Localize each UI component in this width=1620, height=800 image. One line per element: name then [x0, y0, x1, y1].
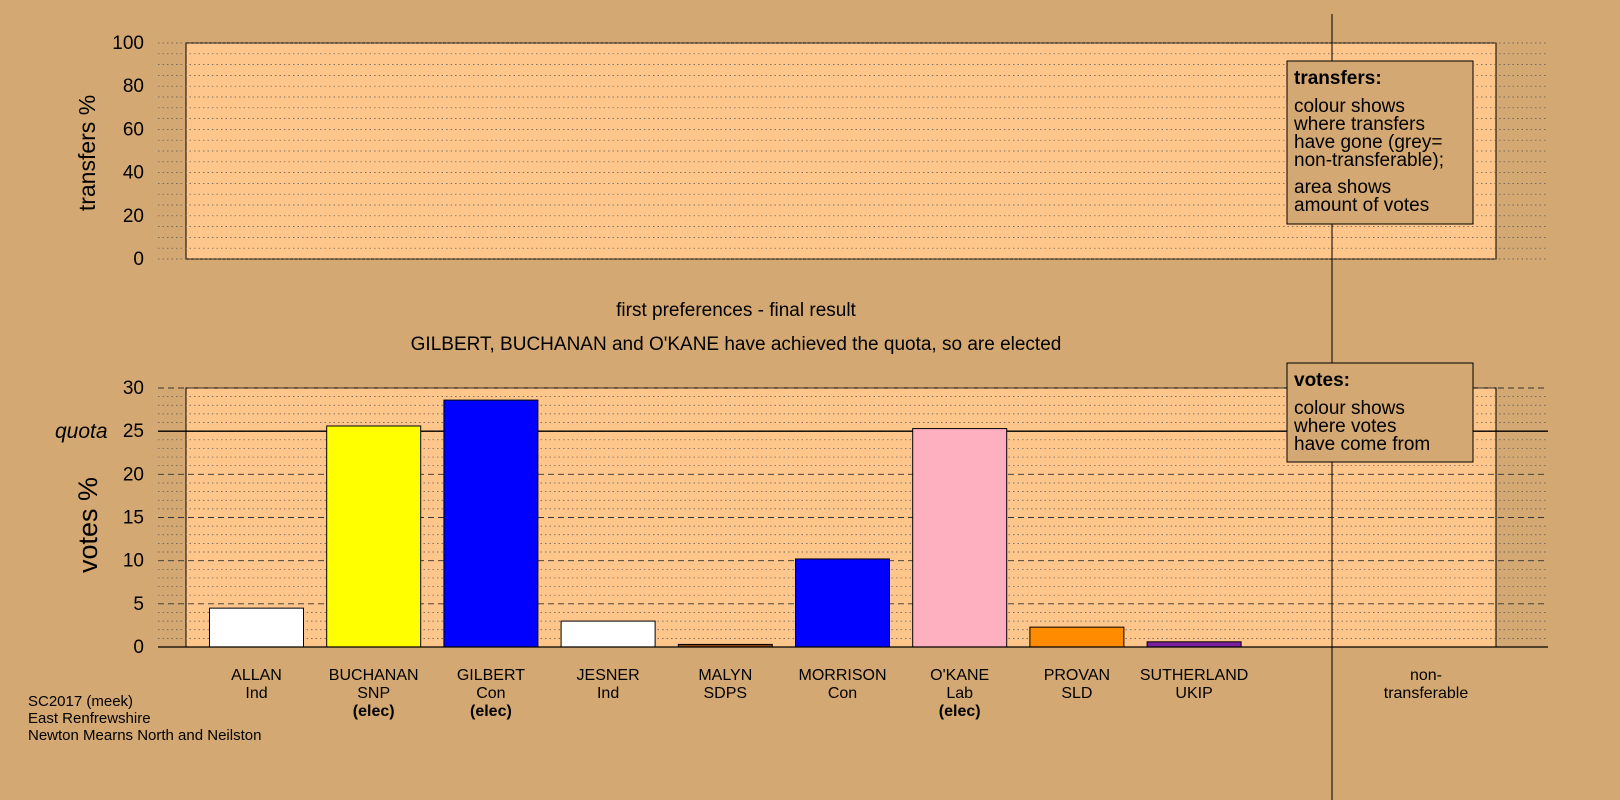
party-label: SDPS: [704, 685, 748, 702]
party-label: SNP: [357, 685, 390, 702]
candidate-name-label: PROVAN: [1044, 667, 1110, 684]
transfers-tick-label: 40: [123, 163, 144, 184]
votes-tick-label: 10: [123, 551, 144, 572]
party-label: Con: [828, 685, 857, 702]
votes-tick-label: 15: [123, 508, 144, 529]
votes-legend-text: where votes: [1293, 416, 1396, 437]
party-label: Ind: [245, 685, 267, 702]
candidate-name-label: BUCHANAN: [329, 667, 419, 684]
transfers-tick-label: 60: [123, 119, 144, 140]
candidate-name-label: SUTHERLAND: [1140, 667, 1248, 684]
transfers-legend-text: amount of votes: [1294, 195, 1429, 216]
elected-label: (elec): [353, 703, 395, 720]
chart-title: first preferences - final result: [616, 300, 856, 321]
votes-tick-label: 5: [133, 594, 144, 615]
votes-legend-text: colour shows: [1294, 398, 1405, 419]
nontransferable-label-line1: non-: [1410, 667, 1442, 684]
bar-jesner: [560, 620, 656, 648]
bar-provan: [1029, 626, 1125, 648]
candidate-name-label: GILBERT: [457, 667, 525, 684]
candidate-name-label: ALLAN: [231, 667, 282, 684]
votes-legend-text: have come from: [1294, 434, 1430, 455]
transfers-legend-text: have gone (grey=: [1294, 132, 1442, 153]
transfers-legend-text: area shows: [1294, 177, 1391, 198]
transfers-legend-text: where transfers: [1293, 114, 1425, 135]
party-label: Lab: [946, 685, 973, 702]
party-label: UKIP: [1175, 685, 1212, 702]
party-label: Con: [476, 685, 505, 702]
elected-label: (elec): [470, 703, 512, 720]
footer-line: Newton Mearns North and Neilston: [28, 727, 261, 744]
nontransferable-label-line2: transferable: [1384, 685, 1469, 702]
votes-legend-title: votes:: [1294, 370, 1350, 391]
votes-tick-label: 0: [133, 637, 144, 658]
bar-gilbert: [443, 399, 539, 648]
transfers-tick-label: 80: [123, 76, 144, 97]
transfers-tick-label: 20: [123, 206, 144, 227]
candidate-name-label: O'KANE: [930, 667, 989, 684]
quota-label: quota: [55, 420, 108, 443]
votes-tick-label: 20: [123, 464, 144, 485]
bar-morrison: [795, 558, 890, 648]
transfers-tick-label: 100: [112, 33, 144, 54]
votes-tick-label: 25: [123, 421, 144, 442]
party-label: Ind: [597, 685, 619, 702]
transfers-axis-label: transfers %: [74, 95, 100, 211]
votes-axis-label: votes %: [73, 477, 103, 573]
bar-sutherland: [1146, 641, 1242, 648]
votes-legend-box: [1286, 362, 1474, 463]
chart-subtitle: GILBERT, BUCHANAN and O'KANE have achiev…: [411, 334, 1062, 355]
candidate-name-label: MALYN: [698, 667, 752, 684]
transfers-plot-area: [185, 42, 1497, 260]
votes-tick-label: 30: [123, 378, 144, 399]
candidate-name-label: MORRISON: [799, 667, 887, 684]
bar-buchanan: [326, 425, 422, 648]
transfers-legend-box: [1286, 60, 1474, 225]
bar-okane: [912, 428, 1008, 648]
elected-label: (elec): [939, 703, 981, 720]
bar-allan: [209, 607, 304, 648]
candidate-name-label: JESNER: [577, 667, 640, 684]
party-label: SLD: [1061, 685, 1092, 702]
footer-line: East Renfrewshire: [28, 710, 151, 727]
transfers-legend-title: transfers:: [1294, 68, 1382, 89]
footer-line: SC2017 (meek): [28, 693, 133, 710]
transfers-tick-label: 0: [133, 249, 144, 270]
transfers-legend-text: non-transferable);: [1294, 150, 1444, 171]
transfers-legend-text: colour shows: [1294, 96, 1405, 117]
